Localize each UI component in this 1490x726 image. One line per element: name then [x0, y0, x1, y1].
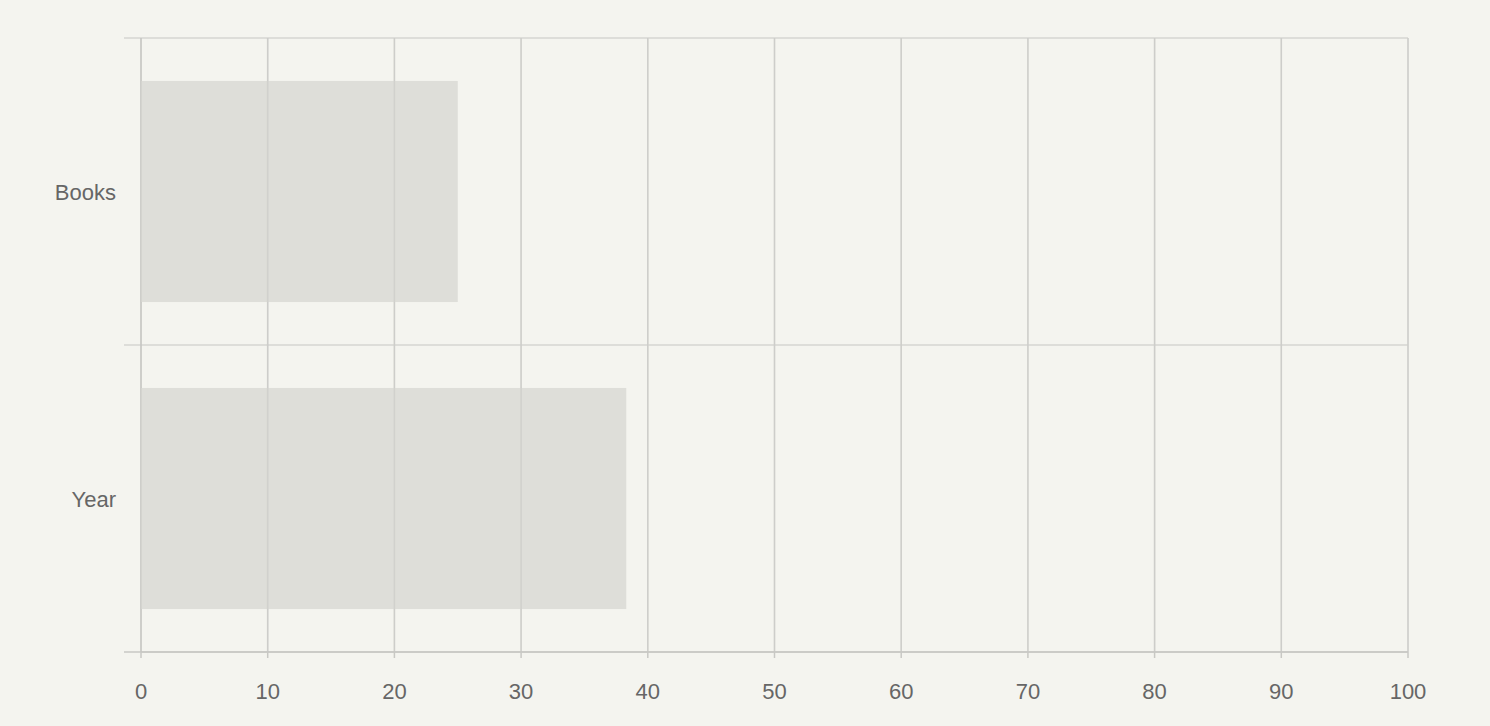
tick-mark — [1027, 652, 1029, 658]
tick-mark — [140, 652, 142, 658]
category-label: Year — [72, 487, 116, 512]
grid-line-overlay — [1281, 38, 1283, 652]
tick-mark — [520, 652, 522, 658]
tick-mark — [267, 652, 269, 658]
tick-label: 40 — [636, 679, 660, 704]
tick-mark — [1407, 652, 1409, 658]
grid-line — [394, 38, 396, 652]
grid-line — [1281, 38, 1283, 652]
grid-line-overlay — [1154, 38, 1156, 652]
grid-line — [140, 38, 142, 652]
grid-line-overlay — [774, 38, 776, 652]
x-axis-line — [124, 651, 1408, 653]
tick-label: 0 — [135, 679, 147, 704]
tick-label: 30 — [509, 679, 533, 704]
grid-line-overlay — [267, 38, 269, 652]
grid-line — [1027, 38, 1029, 652]
grid-line-overlay — [647, 38, 649, 652]
grid-line-overlay — [394, 38, 396, 652]
tick-mark — [774, 652, 776, 658]
bars — [141, 81, 626, 609]
grid-line-overlay — [1407, 38, 1409, 652]
category-label: Books — [55, 180, 116, 205]
bar — [141, 388, 626, 609]
grid-line — [900, 38, 902, 652]
grid-line-overlay — [520, 38, 522, 652]
tick-label: 80 — [1142, 679, 1166, 704]
tick-label: 50 — [762, 679, 786, 704]
tick-label: 10 — [255, 679, 279, 704]
grid-line — [1154, 38, 1156, 652]
tick-label: 100 — [1390, 679, 1427, 704]
tick-mark — [1281, 652, 1283, 658]
tick-label: 60 — [889, 679, 913, 704]
tick-mark — [1154, 652, 1156, 658]
grid-line — [520, 38, 522, 652]
grid-line — [774, 38, 776, 652]
chart: 0 10 20 30 40 50 60 70 80 90 100 Books Year — [0, 0, 1490, 726]
band-line — [124, 344, 1408, 346]
grid-line-overlay — [1027, 38, 1029, 652]
grid-line-overlay — [900, 38, 902, 652]
band-line — [124, 37, 1408, 39]
grid-line — [647, 38, 649, 652]
tick-label: 70 — [1016, 679, 1040, 704]
tick-label: 20 — [382, 679, 406, 704]
tick-mark — [900, 652, 902, 658]
tick-mark — [647, 652, 649, 658]
tick-label: 90 — [1269, 679, 1293, 704]
tick-mark — [394, 652, 396, 658]
grid-line — [1407, 38, 1409, 652]
grid-line-overlay — [140, 38, 142, 652]
bar — [141, 81, 458, 302]
grid-line — [267, 38, 269, 652]
